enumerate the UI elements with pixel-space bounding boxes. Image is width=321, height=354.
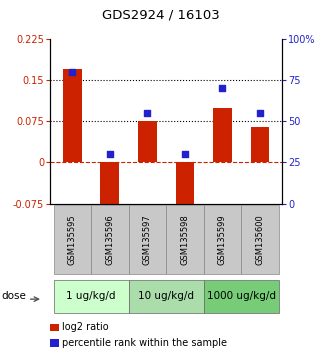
Text: 1000 ug/kg/d: 1000 ug/kg/d xyxy=(207,291,276,302)
Bar xyxy=(138,121,157,162)
Bar xyxy=(241,205,279,274)
Bar xyxy=(213,108,232,162)
Text: GDS2924 / 16103: GDS2924 / 16103 xyxy=(102,9,219,22)
Text: GSM135595: GSM135595 xyxy=(68,215,77,265)
Text: 1 ug/kg/d: 1 ug/kg/d xyxy=(66,291,116,302)
Point xyxy=(182,152,187,157)
Text: GSM135599: GSM135599 xyxy=(218,215,227,265)
Point xyxy=(145,110,150,116)
Point xyxy=(257,110,263,116)
Bar xyxy=(54,205,91,274)
Text: GSM135598: GSM135598 xyxy=(180,215,189,265)
Bar xyxy=(204,280,279,313)
Bar xyxy=(176,162,194,215)
Point xyxy=(107,152,112,157)
Bar xyxy=(63,69,82,162)
Point xyxy=(70,69,75,75)
Bar xyxy=(100,162,119,215)
Text: GSM135600: GSM135600 xyxy=(256,215,265,265)
Bar xyxy=(129,205,166,274)
Text: 10 ug/kg/d: 10 ug/kg/d xyxy=(138,291,194,302)
Point xyxy=(220,85,225,91)
Bar xyxy=(129,280,204,313)
Bar xyxy=(204,205,241,274)
Bar xyxy=(91,205,129,274)
Bar xyxy=(54,280,129,313)
Bar xyxy=(251,127,269,162)
Text: dose: dose xyxy=(2,291,26,302)
Text: GSM135597: GSM135597 xyxy=(143,215,152,265)
Text: log2 ratio: log2 ratio xyxy=(62,322,108,332)
Bar xyxy=(166,205,204,274)
Text: percentile rank within the sample: percentile rank within the sample xyxy=(62,338,227,348)
Text: GSM135596: GSM135596 xyxy=(105,215,114,265)
